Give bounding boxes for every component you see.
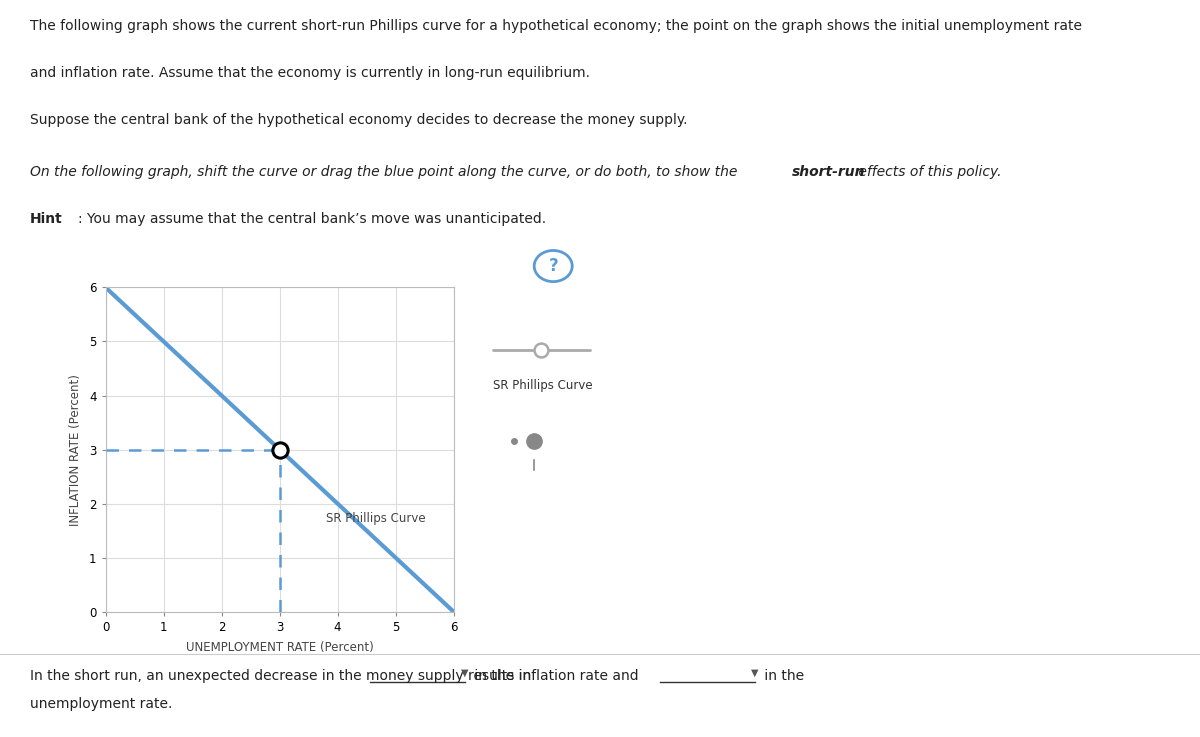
Text: and inflation rate. Assume that the economy is currently in long-run equilibrium: and inflation rate. Assume that the econ…: [30, 66, 590, 80]
Text: Suppose the central bank of the hypothetical economy decides to decrease the mon: Suppose the central bank of the hypothet…: [30, 113, 688, 128]
Text: The following graph shows the current short-run Phillips curve for a hypothetica: The following graph shows the current sh…: [30, 19, 1082, 33]
Text: in the: in the: [760, 669, 804, 683]
Text: In the short run, an unexpected decrease in the money supply results in: In the short run, an unexpected decrease…: [30, 669, 535, 683]
Text: ▼: ▼: [751, 668, 758, 678]
Text: SR Phillips Curve: SR Phillips Curve: [493, 380, 593, 392]
Text: : You may assume that the central bank’s move was unanticipated.: : You may assume that the central bank’s…: [78, 212, 546, 226]
X-axis label: UNEMPLOYMENT RATE (Percent): UNEMPLOYMENT RATE (Percent): [186, 640, 373, 654]
Text: SR Phillips Curve: SR Phillips Curve: [326, 511, 426, 525]
Text: in the inflation rate and: in the inflation rate and: [470, 669, 643, 683]
Text: unemployment rate.: unemployment rate.: [30, 697, 173, 711]
Text: ?: ?: [548, 257, 558, 275]
Text: effects of this policy.: effects of this policy.: [854, 165, 1002, 179]
Text: On the following graph, shift the curve or drag the blue point along the curve, : On the following graph, shift the curve …: [30, 165, 742, 179]
Y-axis label: INFLATION RATE (Percent): INFLATION RATE (Percent): [70, 374, 82, 525]
Text: ▼: ▼: [461, 668, 468, 678]
Text: Hint: Hint: [30, 212, 62, 226]
Text: short-run: short-run: [792, 165, 865, 179]
